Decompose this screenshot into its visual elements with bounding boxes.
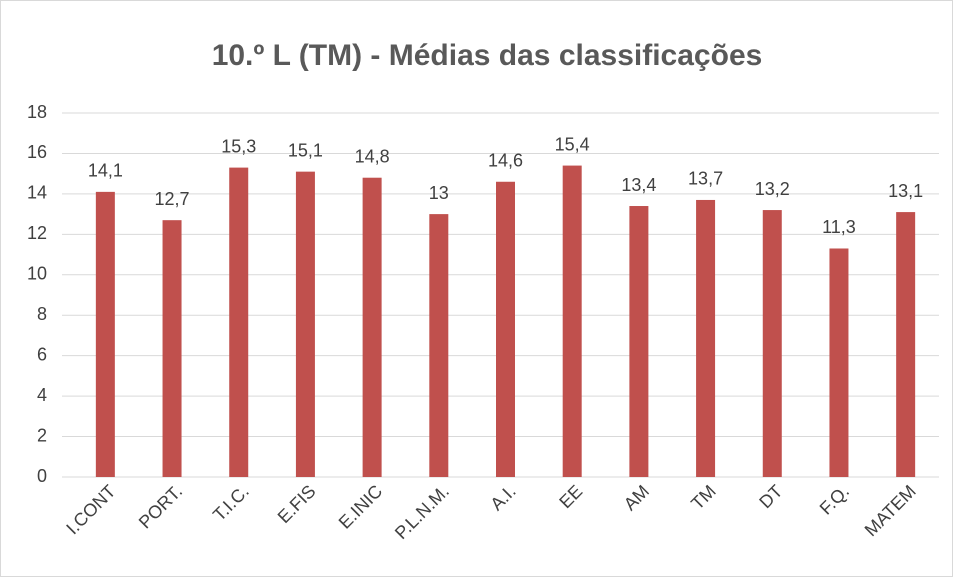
bar bbox=[829, 248, 849, 477]
value-label: 13,2 bbox=[755, 179, 790, 199]
value-label: 14,6 bbox=[488, 151, 523, 171]
bar bbox=[229, 167, 249, 477]
y-tick-label: 2 bbox=[37, 425, 47, 445]
bar bbox=[496, 181, 515, 477]
bar bbox=[629, 206, 649, 477]
bar bbox=[762, 210, 782, 478]
value-label: 13,7 bbox=[688, 169, 723, 189]
y-tick-label: 0 bbox=[37, 466, 47, 486]
y-tick-label: 12 bbox=[27, 223, 47, 243]
value-label: 15,4 bbox=[555, 134, 590, 154]
y-tick-label: 14 bbox=[27, 183, 47, 203]
chart-title: 10.º L (TM) - Médias das classificações bbox=[212, 39, 763, 72]
y-tick-label: 6 bbox=[37, 344, 47, 364]
bar bbox=[696, 199, 716, 477]
value-label: 14,1 bbox=[88, 161, 123, 181]
value-label: 13,1 bbox=[888, 181, 923, 201]
y-tick-label: 10 bbox=[27, 264, 47, 284]
value-label: 13,4 bbox=[621, 175, 656, 195]
bar bbox=[429, 214, 449, 477]
y-tick-label: 18 bbox=[27, 102, 47, 122]
bar bbox=[362, 177, 382, 477]
bar bbox=[162, 220, 182, 477]
y-tick-label: 16 bbox=[27, 142, 47, 162]
bar bbox=[562, 165, 582, 478]
bar bbox=[295, 171, 315, 477]
value-label: 15,3 bbox=[221, 136, 256, 156]
value-label: 11,3 bbox=[822, 217, 856, 237]
bar bbox=[896, 212, 916, 478]
value-label: 14,8 bbox=[355, 146, 390, 166]
value-label: 12,7 bbox=[155, 189, 190, 209]
y-tick-label: 8 bbox=[37, 304, 47, 324]
bar bbox=[95, 191, 115, 477]
y-tick-label: 4 bbox=[37, 385, 47, 405]
value-label: 13 bbox=[429, 183, 449, 203]
value-label: 15,1 bbox=[288, 140, 323, 160]
